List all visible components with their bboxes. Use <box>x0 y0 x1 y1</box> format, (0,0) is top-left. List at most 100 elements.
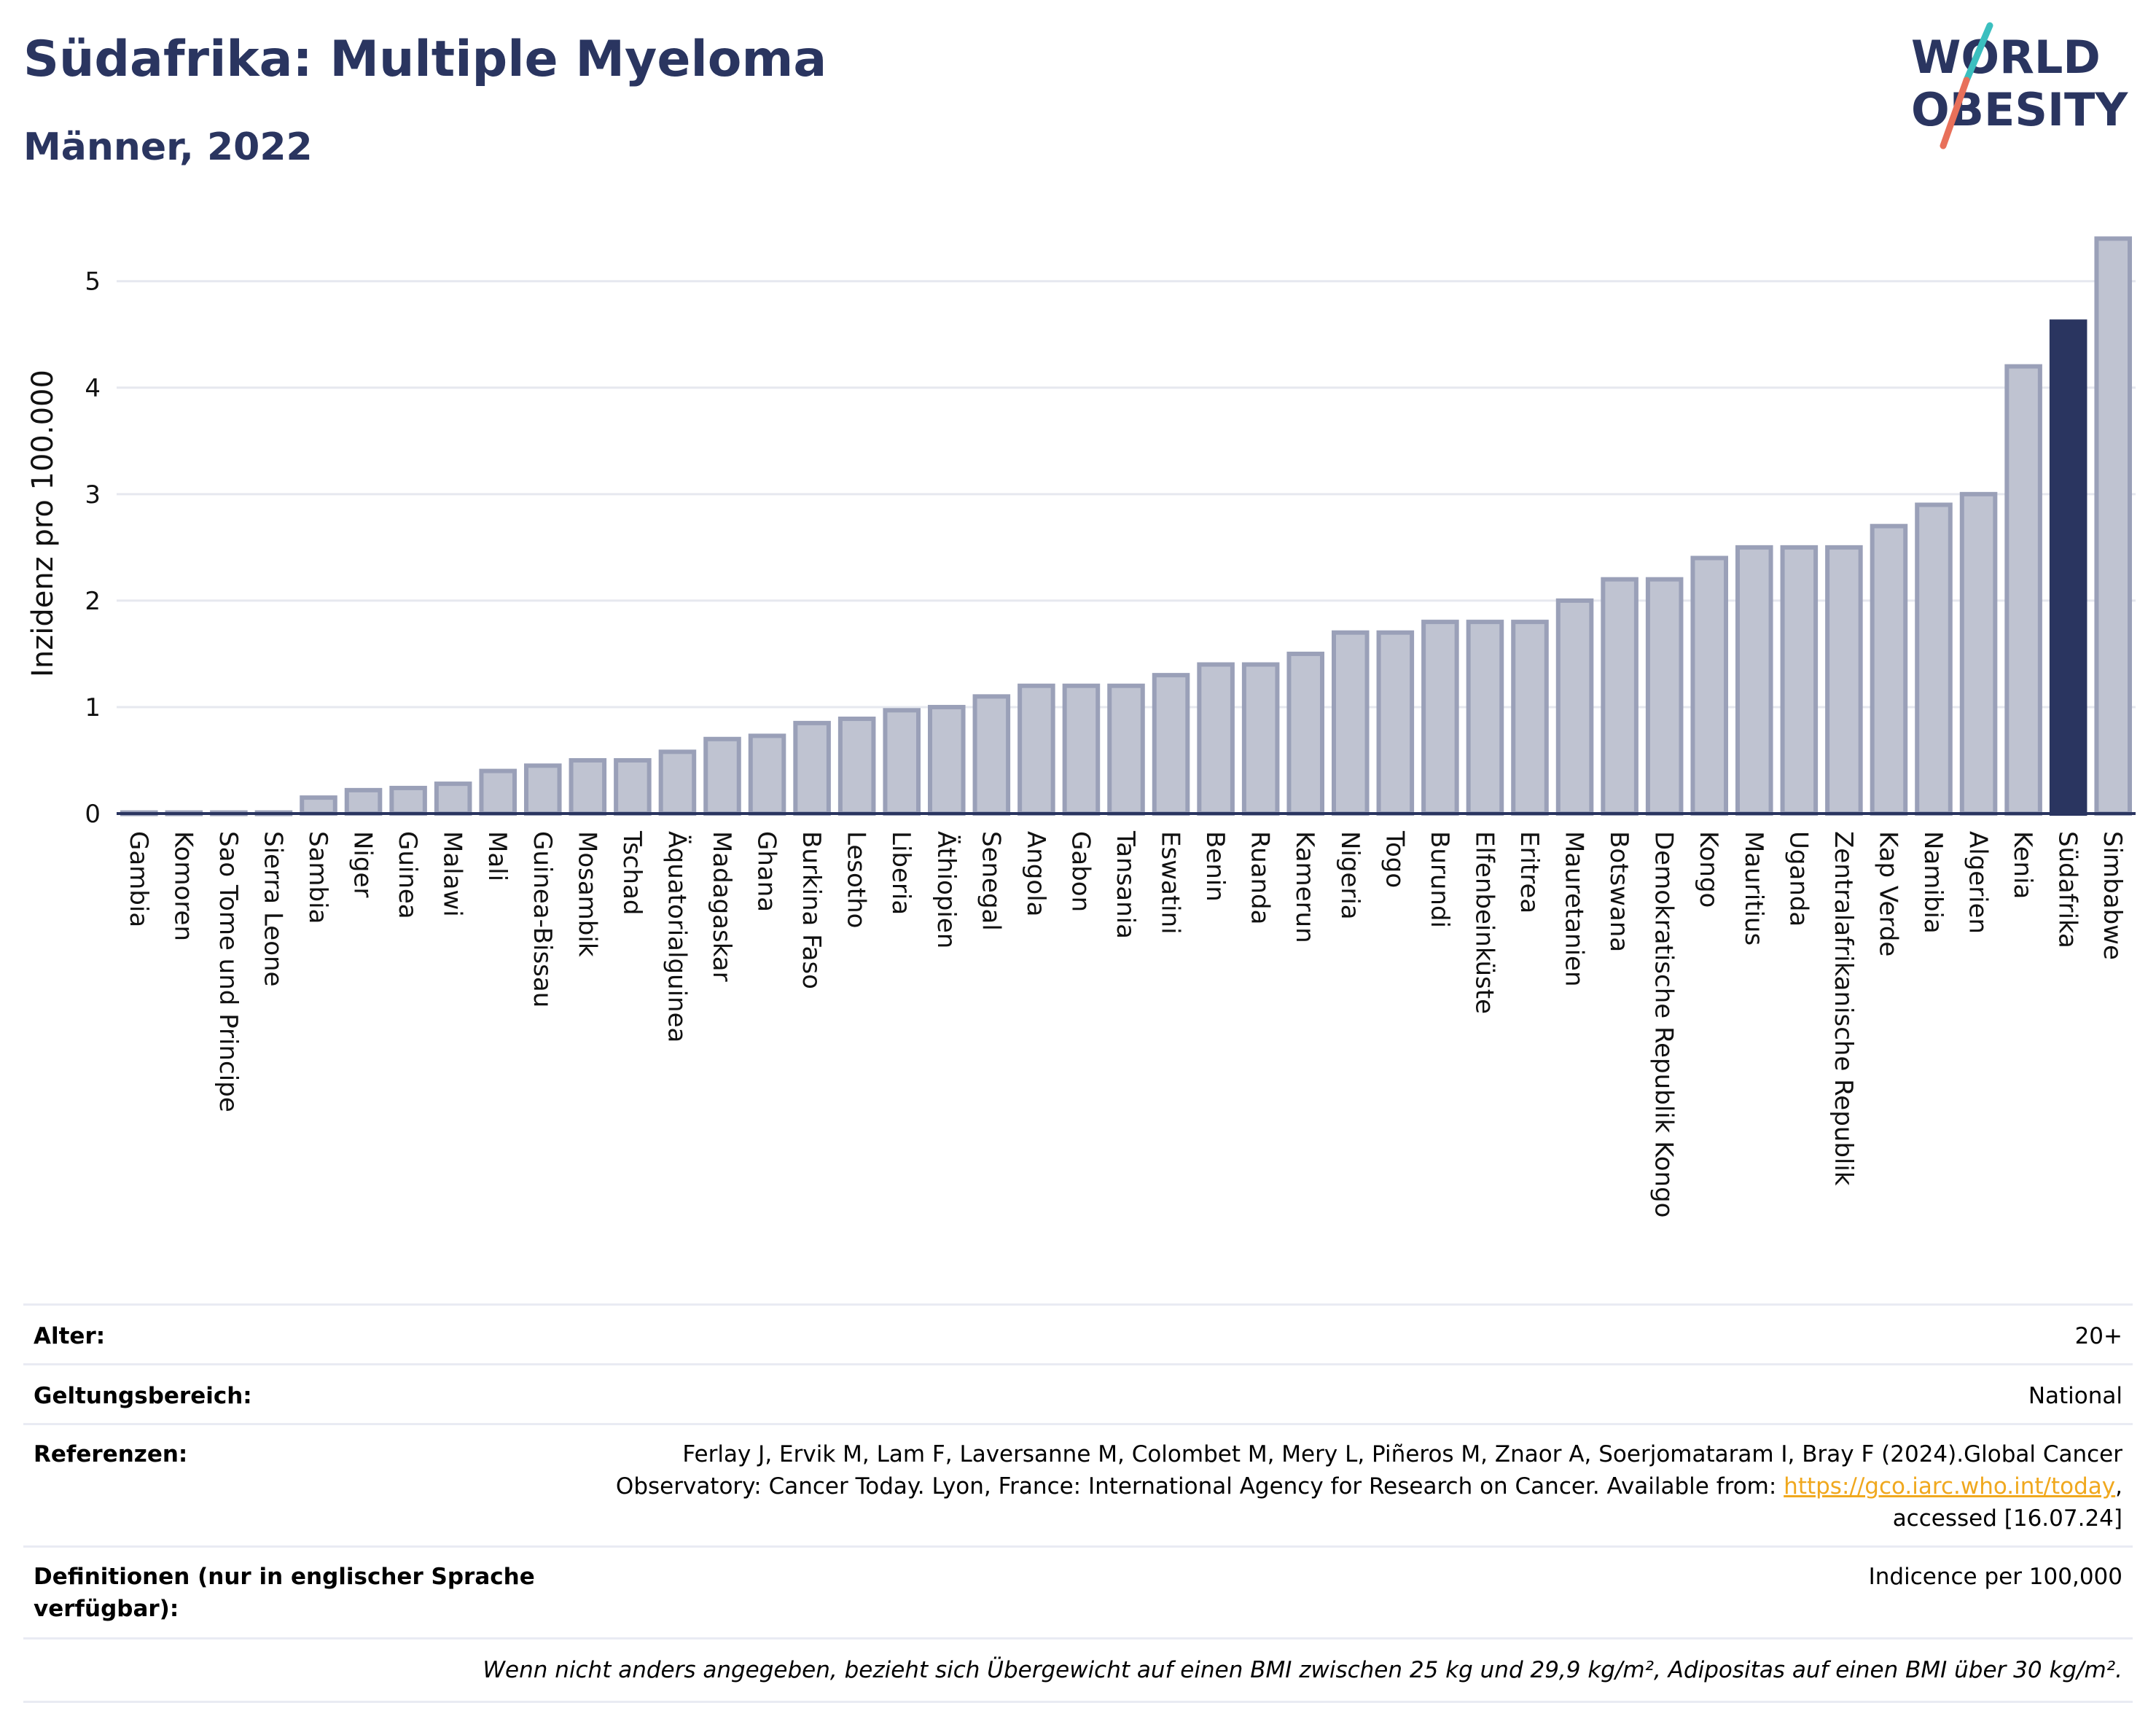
bar-demokratische-republik-kongo <box>1645 577 1684 816</box>
x-tick-label: Benin <box>1200 831 1230 902</box>
x-tick-label: Burundi <box>1425 831 1454 928</box>
y-tick-label: 4 <box>85 374 101 403</box>
definitions-label-line1: Definitionen (nur in englischer Sprache <box>34 1564 535 1590</box>
y-tick-label: 1 <box>85 693 101 722</box>
x-tick-label: Malawi <box>438 831 467 917</box>
x-tick-label: Niger <box>348 831 378 897</box>
x-tick-label: Gambia <box>124 831 153 927</box>
meta-row-references: Referenzen: Ferlay J, Ervik M, Lam F, La… <box>23 1423 2133 1548</box>
bar-elfenbeinküste <box>1466 620 1504 816</box>
x-tick-label: Mosambik <box>572 831 601 957</box>
page-title: Südafrika: Multiple Myeloma <box>23 31 827 88</box>
world-obesity-logo: WORLD OBESITY <box>1911 22 2128 149</box>
x-tick-label: Madagaskar <box>707 831 736 982</box>
x-tick-label: Demokratische Republik Kongo <box>1649 831 1679 1217</box>
x-tick-label: Nigeria <box>1335 831 1364 920</box>
meta-row-age: Alter: 20+ <box>23 1303 2133 1365</box>
definitions-label: Definitionen (nur in englischer Sprache … <box>34 1561 535 1625</box>
x-tick-label: Sierra Leone <box>258 831 287 986</box>
x-tick-label: Sambia <box>303 831 332 924</box>
bar-guinea <box>389 785 427 816</box>
bar-senegal <box>972 694 1011 816</box>
age-label: Alter: <box>34 1323 106 1349</box>
bar-malawi <box>434 781 472 816</box>
references-value: Ferlay J, Ervik M, Lam F, Laversanne M, … <box>616 1438 2122 1535</box>
x-tick-label: Südafrika <box>2053 831 2082 948</box>
bar-guinea-bissau <box>524 763 562 816</box>
x-tick-label: Mauritius <box>1739 831 1768 946</box>
bar-eritrea <box>1511 620 1549 816</box>
x-tick-label: Sao Tome und Principe <box>214 831 243 1112</box>
metadata-table: Alter: 20+ Geltungsbereich: National Ref… <box>23 1303 2133 1712</box>
x-tick-label: Burkina Faso <box>797 831 826 989</box>
x-tick-label: Kongo <box>1694 831 1723 908</box>
x-tick-label: Lesotho <box>842 831 871 928</box>
y-tick-label: 5 <box>85 268 101 297</box>
x-tick-label: Mauretanien <box>1560 831 1589 987</box>
bar-togo <box>1376 630 1415 816</box>
x-tick-label: Togo <box>1380 830 1409 888</box>
x-tick-label: Äthiopien <box>931 831 961 948</box>
bar-lesotho <box>837 717 876 816</box>
logo-slash-bottom <box>1940 77 1970 149</box>
bar-mauritius <box>1735 545 1773 816</box>
bar-mauretanien <box>1555 598 1594 816</box>
x-tick-label: Guinea <box>393 831 422 919</box>
x-tick-label: Simbabwe <box>2098 831 2127 960</box>
scope-value: National <box>2028 1383 2122 1409</box>
bar-madagaskar <box>703 736 741 816</box>
x-tick-label: Kap Verde <box>1873 831 1902 956</box>
bar-ghana <box>748 733 786 816</box>
x-tick-label: Gabon <box>1066 831 1095 912</box>
bar-mosambik <box>569 757 607 816</box>
y-tick-label: 0 <box>85 800 101 829</box>
definitions-value: Indicence per 100,000 <box>1868 1564 2122 1590</box>
bar-angola <box>1018 683 1055 816</box>
y-tick-label: 3 <box>85 480 101 510</box>
x-tick-label: Senegal <box>976 831 1005 931</box>
bar-kamerun <box>1286 651 1324 816</box>
bar-gabon <box>1062 683 1101 816</box>
x-tick-label: Algerien <box>1964 831 1993 934</box>
references-link[interactable]: https://gco.iarc.who.int/today <box>1784 1473 2116 1500</box>
x-tick-label: Komoren <box>168 831 198 941</box>
bar-kenia <box>2004 364 2042 816</box>
logo-slash-top <box>1963 22 1993 84</box>
references-line2-post: , <box>2115 1473 2122 1500</box>
x-tick-label: Mali <box>483 831 512 881</box>
x-tick-label: Tschad <box>617 830 647 916</box>
bar-niger <box>344 787 383 816</box>
x-tick-label: Zentralafrikanische Republik <box>1829 831 1858 1186</box>
x-tick-label: Kenia <box>2008 831 2037 899</box>
meta-row-definitions: Definitionen (nur in englischer Sprache … <box>23 1545 2133 1640</box>
x-tick-label: Eswatini <box>1156 831 1185 935</box>
bar-benin <box>1197 662 1235 816</box>
bar-algerien <box>1959 491 1998 816</box>
age-value: 20+ <box>2074 1323 2122 1349</box>
x-tick-label: Eritrea <box>1515 831 1544 913</box>
y-tick-label: 2 <box>85 587 101 616</box>
definitions-label-line2: verfügbar): <box>34 1596 179 1622</box>
bar-nigeria <box>1332 630 1370 816</box>
bar-botswana <box>1601 577 1639 816</box>
page-subtitle: Männer, 2022 <box>23 125 313 169</box>
bar-sambia <box>300 795 337 816</box>
meta-row-footnote: Wenn nicht anders angegeben, bezieht sic… <box>23 1637 2133 1703</box>
bar-kongo <box>1690 555 1728 816</box>
x-tick-label: Angola <box>1021 831 1050 916</box>
bar-eswatini <box>1152 673 1190 816</box>
scope-label: Geltungsbereich: <box>34 1383 252 1409</box>
bar-mali <box>479 768 517 816</box>
meta-row-scope: Geltungsbereich: National <box>23 1363 2133 1425</box>
bar-liberia <box>883 708 921 816</box>
footnote: Wenn nicht anders angegeben, bezieht sic… <box>483 1657 2122 1683</box>
references-line2-text: Observatory: Cancer Today. Lyon, France:… <box>615 1473 1784 1500</box>
x-tick-label: Guinea-Bissau <box>528 831 557 1007</box>
x-tick-label: Kamerun <box>1290 831 1319 943</box>
y-axis-label: Inzidenz pro 100.000 <box>26 370 60 677</box>
x-tick-label: Uganda <box>1784 831 1813 927</box>
x-tick-label: Ruanda <box>1246 831 1275 924</box>
references-label: Referenzen: <box>34 1441 188 1467</box>
x-tick-label: Liberia <box>886 831 915 915</box>
bar-chart: 0 1 2 3 4 5 Inzidenz pro 100.000 Gambia Komoren S… <box>26 236 2136 1217</box>
